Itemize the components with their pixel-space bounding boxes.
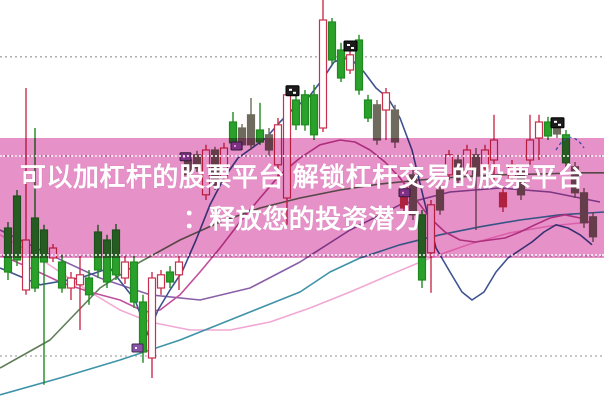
signal-marker-black [285,85,300,97]
candle-body-up [273,124,283,166]
candle-body-up [444,154,454,176]
candle-body-down [57,261,67,289]
candle-body-up [480,149,490,169]
candle-body-up [507,164,517,179]
signal-marker-detail [402,191,404,194]
candle-body-gray [246,114,256,146]
candle-body-up [345,54,355,71]
candle-body-down [228,121,238,144]
candle-body-gray [408,174,418,216]
candle-body-down [102,239,112,283]
candle-body-down [363,99,373,119]
candle-body-down [561,134,571,164]
signal-marker-detail [183,155,185,158]
candle-body-up [426,204,436,254]
candle-body-down [93,231,103,271]
signal-marker-detail [289,88,292,91]
candle-body-gray [264,134,274,151]
candle-body-gray [390,109,400,143]
candle-body-up [201,149,211,196]
candle-body-up [75,274,85,286]
signal-marker-black [550,117,565,129]
candle-body-gray [588,216,598,238]
candle-body-gray [183,159,193,176]
candle-body-down [327,21,337,61]
candle-body-down [543,121,553,137]
ma-teal [0,211,604,396]
candle-body-down [111,229,121,276]
signal-marker-purple [398,188,411,198]
signal-marker-detail [135,347,137,349]
candle-body-down [255,129,265,143]
candle-body-up [489,139,499,161]
signal-marker-detail [554,120,557,123]
candle-body-gray [210,149,220,186]
candle-body-up [66,277,76,289]
signal-marker-detail [234,145,236,147]
signal-marker-detail [347,44,350,46]
candle-body-down [30,217,40,289]
candle-body-red-solid [498,192,508,208]
candle-body-up [120,261,130,279]
candle-body-up [534,121,544,139]
candle-body-gray [579,192,589,224]
candle-body-gray [372,104,382,141]
candle-body-down [300,94,310,126]
candle-body-up [21,239,31,291]
candle-body-up [462,149,472,171]
candle-body-down [12,195,22,261]
candle-body-down [336,49,346,79]
candle-body-up [381,92,391,111]
signal-marker-purple [179,152,192,162]
candle-body-gray [192,154,202,169]
candle-body-down [291,99,301,126]
candle-body-up [525,139,535,161]
candle-body-down [39,229,49,263]
candle-body-up [156,274,166,289]
candle-body-gray [435,189,445,211]
candle-body-up [219,147,229,179]
candle-body-down [3,227,13,273]
candle-body-gray [453,159,463,181]
candle-body-down [84,277,94,296]
candle-body-gray [471,154,481,176]
ma-olive [0,172,604,369]
candle-body-down [417,214,427,281]
candle-body-down [354,39,364,91]
annotation-arc [555,136,585,151]
signal-marker-black [343,40,358,52]
signal-marker-detail [293,91,296,94]
candle-body-up [282,94,292,199]
signal-marker-detail [558,123,561,126]
candle-body-gray [516,169,526,196]
signal-marker-purple [131,343,144,353]
candle-body-down [309,94,319,136]
signal-marker-detail [351,47,354,49]
signal-marker-purple [230,141,243,151]
candle-body-down [165,271,175,283]
candle-body-up [174,261,184,276]
candle-body-down [129,261,139,303]
candle-body-gray [570,166,580,194]
candle-body-up [318,19,328,129]
candle-body-up [147,277,157,359]
candle-body-up [48,247,58,259]
